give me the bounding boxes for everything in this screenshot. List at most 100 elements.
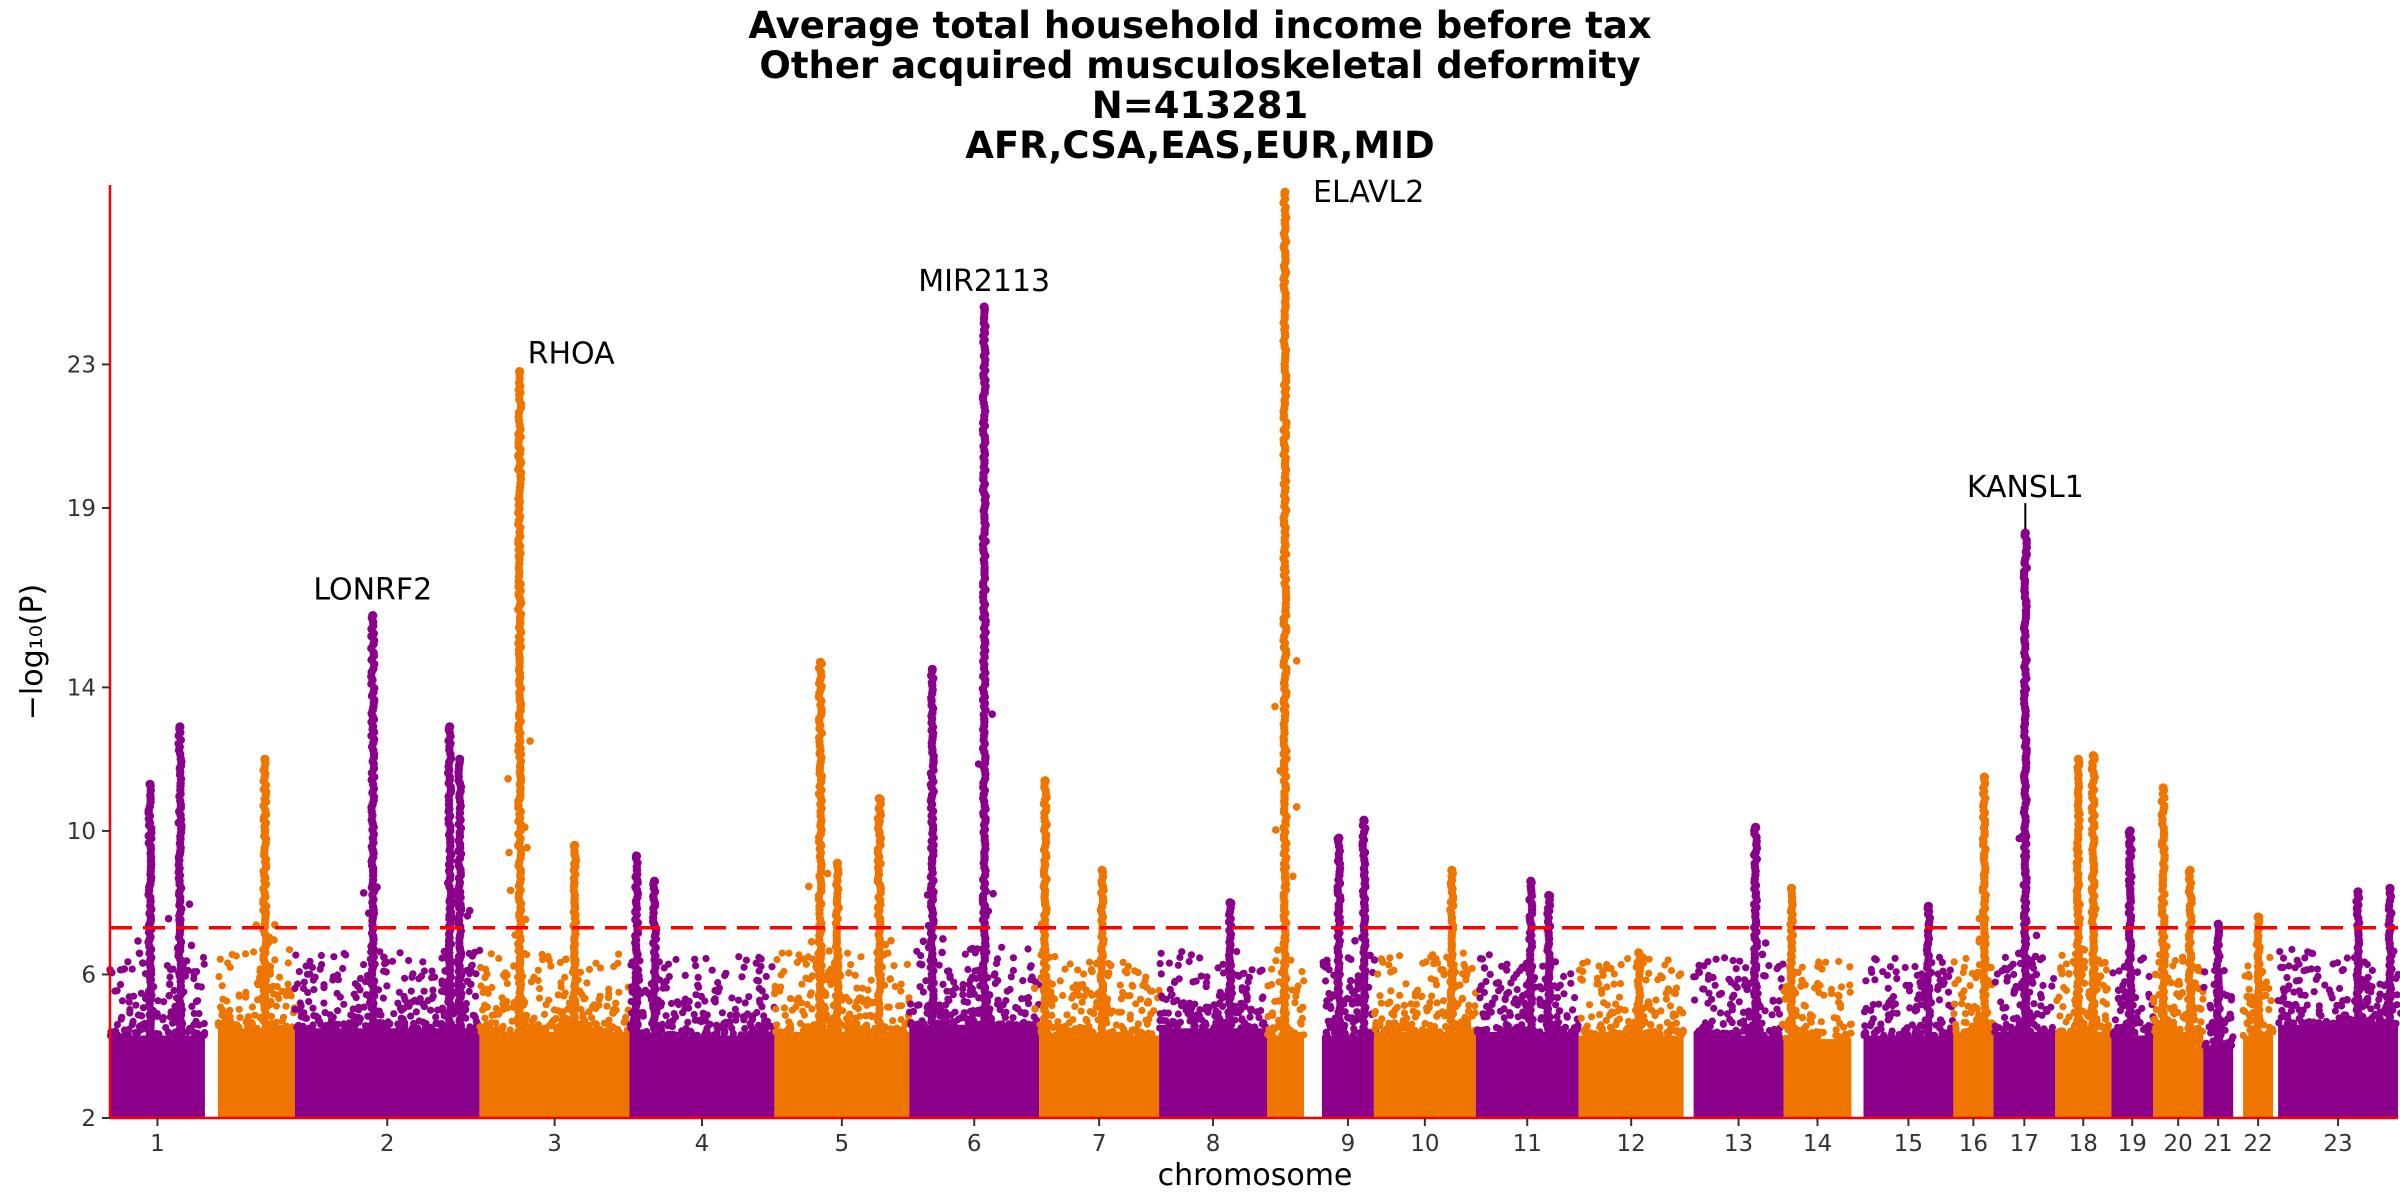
data-point (331, 1020, 339, 1028)
points-layer (106, 187, 2400, 1118)
data-point (553, 1024, 561, 1032)
data-point (1009, 1014, 1017, 1022)
data-point (165, 991, 173, 1000)
data-point (1324, 1017, 1332, 1025)
data-point (672, 955, 680, 964)
data-point (1092, 959, 1101, 968)
data-point (971, 1019, 979, 1027)
data-point (785, 949, 793, 957)
data-point (601, 1027, 609, 1035)
data-point (1721, 954, 1729, 962)
data-point (1664, 1030, 1672, 1038)
data-point (1085, 958, 1094, 966)
data-point (1248, 966, 1256, 974)
data-point (1238, 1016, 1246, 1024)
data-point (482, 965, 490, 973)
data-point (1553, 983, 1562, 992)
data-point (1201, 1019, 1209, 1027)
data-point (771, 990, 779, 998)
data-point (1174, 1010, 1182, 1018)
data-point (917, 952, 925, 960)
data-point (469, 1011, 477, 1019)
data-point (1253, 1008, 1261, 1016)
data-point (1156, 960, 1164, 968)
data-point (1345, 1014, 1353, 1022)
data-point (1902, 981, 1910, 990)
data-point (627, 1021, 635, 1029)
data-point (505, 848, 513, 857)
data-point (1846, 981, 1854, 989)
peak-point (1040, 776, 1050, 786)
data-point (869, 1028, 878, 1036)
data-point (1871, 976, 1879, 984)
data-point (1458, 994, 1467, 1003)
data-point (438, 954, 446, 962)
data-point (654, 996, 662, 1005)
data-point (1677, 970, 1685, 978)
data-point (1157, 949, 1165, 957)
data-point (965, 1019, 973, 1027)
peak-point (815, 657, 826, 667)
data-point (1083, 1029, 1091, 1037)
data-point (394, 1020, 402, 1028)
data-point (1769, 996, 1777, 1004)
data-point (1414, 986, 1422, 994)
data-point (1215, 999, 1224, 1008)
data-point (1297, 1018, 1305, 1026)
data-point (340, 949, 348, 958)
data-point (1652, 996, 1660, 1004)
data-point (644, 989, 653, 998)
data-point (867, 976, 875, 984)
data-point (1357, 980, 1366, 988)
data-point (916, 983, 924, 991)
data-point (1456, 981, 1464, 989)
data-point (1009, 954, 1018, 962)
data-point (351, 1022, 359, 1030)
data-point (1608, 1027, 1616, 1035)
chromosome-series (1370, 865, 1480, 1118)
data-point (887, 1025, 895, 1033)
data-point (219, 995, 227, 1003)
peak-point (649, 876, 660, 886)
data-point (383, 982, 391, 990)
data-point (1808, 1012, 1816, 1021)
data-point (688, 1030, 697, 1038)
data-point (376, 948, 384, 956)
data-point (125, 998, 133, 1006)
data-point (284, 980, 292, 988)
data-point (1465, 1001, 1473, 1009)
data-point (241, 950, 250, 958)
data-point (1691, 996, 1699, 1004)
data-point (1404, 1021, 1412, 1029)
chromosome-series (214, 754, 299, 1118)
data-point (1711, 981, 1719, 989)
peak-point (260, 754, 270, 764)
data-point (1012, 1021, 1020, 1029)
data-point (308, 963, 316, 972)
data-point (1462, 976, 1470, 984)
data-point (988, 710, 996, 718)
data-point (1695, 961, 1703, 969)
data-point (868, 1012, 876, 1021)
data-point (1280, 805, 1288, 814)
peak-point (1526, 876, 1536, 886)
data-point (1024, 945, 1032, 953)
data-point (1794, 1032, 1803, 1041)
data-point (574, 1024, 583, 1033)
data-point (1654, 976, 1662, 984)
data-point (1617, 961, 1625, 969)
data-point (1224, 986, 1233, 994)
data-point (1583, 958, 1591, 966)
data-point (420, 987, 428, 995)
data-point (1723, 1010, 1731, 1018)
data-point (1138, 1028, 1146, 1037)
data-point (200, 960, 208, 968)
data-point (1701, 1019, 1709, 1027)
data-point (780, 1004, 789, 1012)
data-point (471, 992, 480, 1000)
data-point (681, 995, 690, 1003)
data-point (970, 1009, 979, 1017)
data-point (442, 978, 450, 987)
data-point (1610, 1009, 1618, 1017)
data-point (1429, 951, 1437, 959)
